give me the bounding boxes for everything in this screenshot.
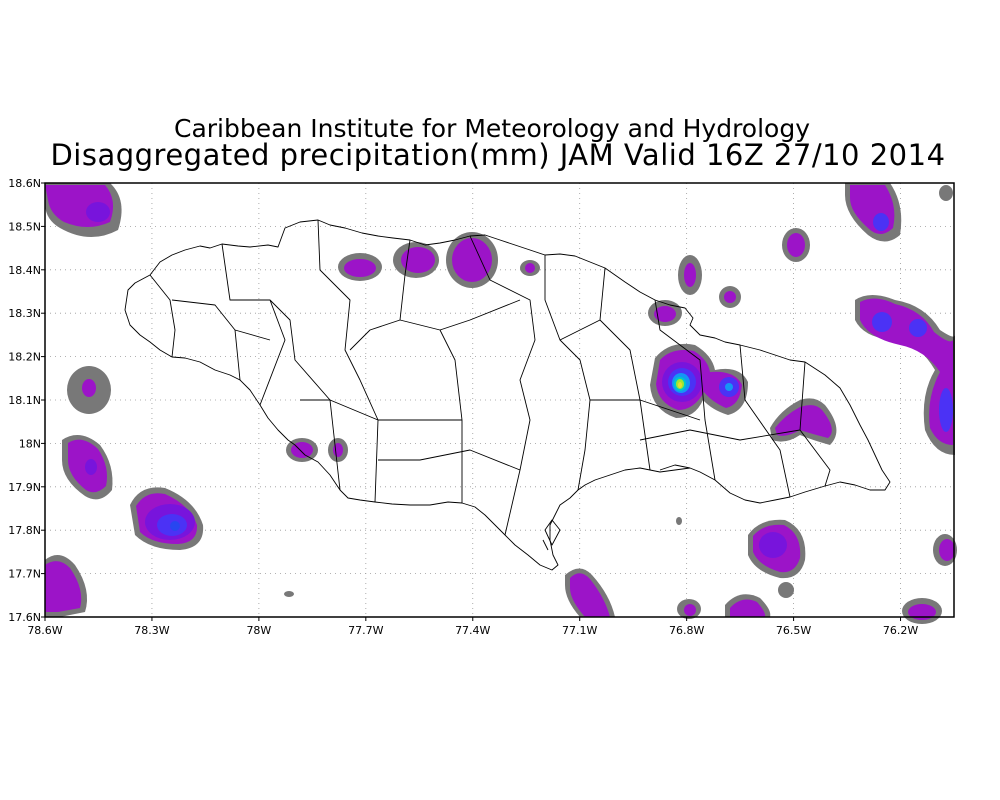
- parish-boundary: [149, 219, 831, 536]
- precip-area: [86, 202, 110, 222]
- lon-tick-label: 76.5W: [776, 624, 811, 637]
- precip-area: [759, 532, 787, 558]
- precip-area: [525, 263, 535, 273]
- precip-area: [908, 604, 936, 620]
- title-institute: Caribbean Institute for Meteorology and …: [174, 114, 810, 143]
- precip-area: [678, 382, 682, 388]
- lat-tick-label: 18.6N: [8, 177, 41, 190]
- precip-area: [85, 459, 97, 475]
- precip-area: [909, 319, 927, 337]
- lon-tick-label: 77.4W: [455, 624, 490, 637]
- precip-area: [775, 405, 832, 438]
- lat-tick-label: 18.3N: [8, 307, 41, 320]
- lat-tick-label: 18.2N: [8, 351, 41, 364]
- precip-area: [778, 582, 794, 598]
- precip-area: [724, 291, 736, 303]
- lon-tick-label: 77.7W: [348, 624, 383, 637]
- lat-tick-label: 17.6N: [8, 611, 41, 624]
- precip-area: [684, 604, 696, 616]
- precip-area: [452, 238, 492, 282]
- precip-area: [730, 599, 766, 617]
- precip-area: [676, 517, 682, 525]
- precip-area: [787, 233, 805, 257]
- precip-area: [939, 388, 953, 432]
- kingston-harbour: [542, 464, 691, 551]
- precip-area: [333, 443, 343, 457]
- lon-tick-label: 76.2W: [883, 624, 918, 637]
- precip-area: [170, 521, 180, 531]
- lon-tick-label: 77.1W: [562, 624, 597, 637]
- coastline: [124, 219, 891, 571]
- lon-tick-label: 78.3W: [134, 624, 169, 637]
- lat-tick-label: 18.5N: [8, 220, 41, 233]
- precip-area: [873, 213, 889, 231]
- lon-tick-label: 78W: [246, 624, 271, 637]
- axis-ticks: 78.6W 78.3W 78W 77.7W 77.4W 77.1W 76.8W 76.5W 76…: [8, 177, 918, 637]
- lat-tick-label: 17.8N: [8, 524, 41, 537]
- lat-tick-label: 18.4N: [8, 264, 41, 277]
- precipitation-map: 78.6W 78.3W 78W 77.7W 77.4W 77.1W 76.8W 76.5W 76…: [8, 177, 957, 637]
- lat-tick-label: 18.1N: [8, 394, 41, 407]
- precip-area: [570, 573, 610, 617]
- precip-area: [344, 259, 376, 277]
- precip-area: [860, 298, 953, 445]
- precip-area: [725, 383, 733, 391]
- precip-area: [654, 306, 676, 322]
- precip-area: [45, 561, 82, 612]
- precip-area: [82, 379, 96, 397]
- lon-tick-label: 78.6W: [27, 624, 62, 637]
- lat-tick-label: 18N: [19, 437, 41, 450]
- title-product: Disaggregated precipitation(mm) JAM Vali…: [50, 138, 946, 172]
- lat-tick-label: 17.9N: [8, 481, 41, 494]
- precip-area: [284, 591, 294, 597]
- precip-area: [401, 247, 435, 273]
- lon-tick-label: 76.8W: [669, 624, 704, 637]
- lat-tick-label: 17.7N: [8, 568, 41, 581]
- precip-area: [872, 312, 892, 332]
- jamaica-map: [124, 219, 891, 571]
- precipitation-areas: [45, 183, 957, 624]
- precip-area: [684, 263, 696, 287]
- precip-area: [939, 539, 955, 561]
- precip-area: [939, 185, 953, 201]
